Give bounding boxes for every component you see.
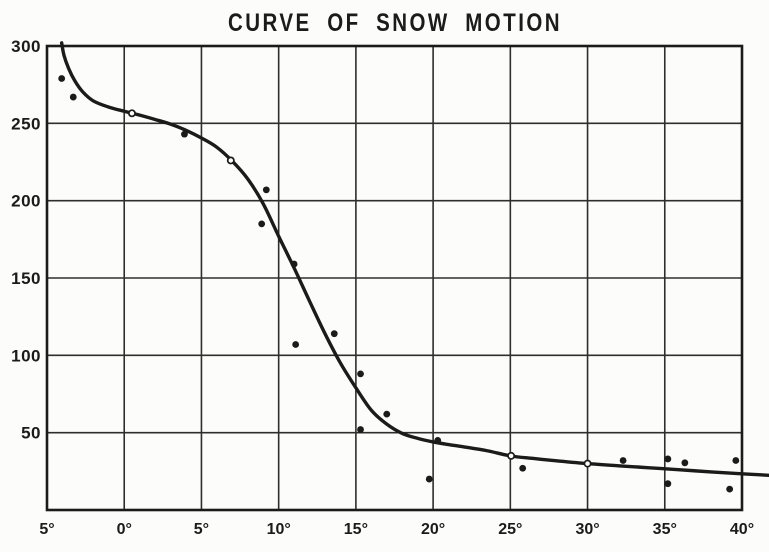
open-circle-point [127, 109, 136, 118]
y-tick-label: 300 [11, 37, 41, 56]
open-circle-point [583, 459, 592, 468]
data-point [181, 130, 188, 138]
y-tick-label: 250 [11, 114, 41, 133]
x-axis-tick-labels: 5° 0° 5° 10° 15° 20° 25° 30° 35° 40° [39, 521, 754, 538]
data-point [258, 220, 266, 228]
x-tick-label: 35° [653, 521, 677, 538]
data-point [664, 455, 672, 463]
x-tick-label: 40° [730, 521, 754, 538]
data-point [292, 341, 300, 348]
x-tick-label: 5° [39, 521, 54, 538]
x-tick-label: 5° [194, 521, 209, 538]
x-tick-label: 15° [344, 521, 368, 538]
x-tick-label: 25° [498, 521, 522, 538]
data-point [726, 485, 734, 493]
x-tick-label: 0° [117, 521, 132, 538]
data-point [619, 457, 627, 464]
data-point [664, 480, 672, 488]
scatter-points [58, 75, 740, 493]
y-tick-label: 150 [11, 269, 41, 288]
y-tick-label: 200 [11, 192, 41, 211]
y-axis-tick-labels: 300 250 200 150 100 50 [11, 37, 41, 443]
data-point [519, 464, 527, 472]
data-point [58, 75, 66, 82]
x-tick-label: 10° [267, 521, 291, 538]
data-point [290, 260, 298, 268]
data-point [262, 186, 270, 194]
y-tick-label: 50 [21, 424, 41, 443]
data-point [434, 437, 442, 444]
data-point [383, 410, 391, 418]
open-circle-points [127, 109, 592, 468]
gridlines [46, 45, 743, 510]
curve-path [59, 41, 769, 478]
plot-border [45, 44, 744, 512]
y-tick-label: 100 [11, 346, 41, 365]
data-point [69, 93, 77, 101]
open-circle-point [507, 451, 516, 460]
x-tick-label: 20° [421, 521, 445, 538]
fitted-curve [59, 41, 769, 478]
x-tick-label: 30° [575, 521, 599, 538]
open-circle-point [226, 156, 235, 165]
data-point [732, 457, 740, 464]
data-point [681, 459, 689, 467]
data-point [425, 475, 433, 483]
data-point [357, 370, 364, 378]
data-point [330, 330, 338, 338]
chart-title: CURVE OF SNOW MOTION [228, 8, 562, 36]
data-point [357, 426, 364, 433]
